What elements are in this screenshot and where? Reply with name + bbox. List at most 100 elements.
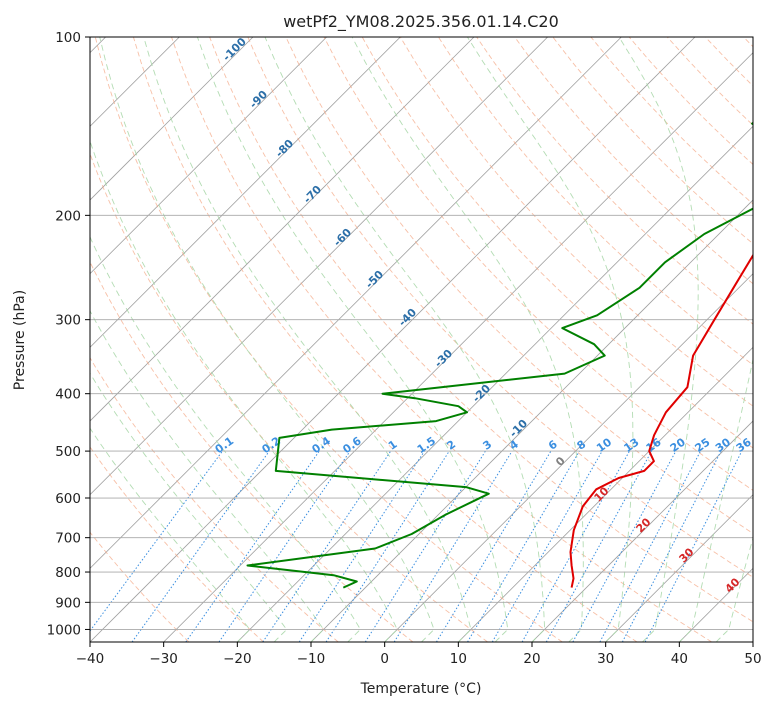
moist-adiabat-line [99,37,435,642]
moist-adiabat-label: 20 [634,515,654,535]
dry-adiabat-line [171,37,712,642]
dry-adiabat-label: -80 [273,137,296,160]
x-axis: −40 −30 −20 −10 0 10 20 30 40 50 [76,642,762,667]
dry-adiabat-label: -100 [220,35,249,64]
moist-adiabat-line [467,37,634,642]
y-tick-label: 700 [55,531,81,547]
mixing-ratio-line [621,450,722,642]
moist-adiabat-line [90,372,288,642]
y-tick-label: 200 [55,208,81,224]
dry-adiabat-line [90,261,414,642]
mixing-ratio-label: 30 [713,435,733,455]
dry-adiabat-line [438,37,753,366]
dry-adiabat-label: -90 [247,88,270,111]
x-tick-label: 50 [744,651,761,667]
dry-adiabat-label: -30 [432,347,455,370]
dry-adiabat-line [285,37,753,535]
mixing-ratio-line [131,450,270,642]
isotherm-line [531,420,753,642]
isotherm-line [605,494,753,642]
x-tick-label: −40 [76,651,105,667]
dry-adiabat-label: -20 [470,382,493,405]
y-tick-label: 900 [55,595,81,611]
mixing-ratio-line [644,450,743,642]
mixing-ratio-line [599,450,701,642]
y-tick-label: 400 [55,387,81,403]
dry-adiabat-label: -50 [363,268,386,291]
dry-adiabat-line [90,531,190,642]
mixing-ratio-line [325,450,450,642]
moist-adiabat-label: 30 [677,545,697,565]
dry-adiabat-label: -60 [331,226,354,249]
moist-adiabat-line [90,139,398,642]
isotherm-line [90,37,401,348]
isotherm-line [384,273,753,642]
temperature-profile-line [569,253,753,588]
dry-adiabat-label: -40 [396,306,419,329]
moist-adiabat-line [90,235,361,642]
dry-adiabat-line [476,37,753,325]
moist-adiabat-line [264,37,546,642]
mixing-ratio-label: 4 [507,438,521,453]
y-axis-label: Pressure (hPa) [12,290,28,390]
y-tick-label: 300 [55,313,81,329]
mixing-ratio-line [364,450,486,642]
dry-adiabat-label: -10 [507,417,530,440]
dry-adiabat-line [247,37,753,578]
mixing-ratio-label: 6 [546,438,560,453]
mixing-ratio-line [545,450,653,642]
mixing-ratio-line [298,450,425,642]
dry-adiabat-line [361,37,753,449]
dry-adiabat-line [399,37,753,407]
mixing-ratio-line [218,450,351,642]
moist-adiabat-line [618,37,699,642]
mixing-ratio-label: 2 [444,438,458,453]
mixing-ratio-label: 36 [734,435,754,455]
mixing-ratio-label: 0.4 [310,434,334,456]
dry-adiabat-line [90,446,264,642]
mixing-ratio-line [521,450,630,642]
moist-adiabat-label: 0 [553,454,568,469]
mixing-ratio-label: 3 [481,438,495,453]
dry-adiabat-line [90,356,339,642]
mixing-ratio-label: 0.6 [340,434,364,456]
x-tick-label: −10 [297,651,326,667]
mixing-ratio-label: 20 [668,435,688,455]
y-tick-label: 500 [55,444,81,460]
x-axis-label: Temperature (°C) [360,681,482,697]
moist-adiabat-line [90,309,325,642]
dry-adiabat-line [209,37,753,623]
y-tick-label: 600 [55,491,81,507]
pressure-gridlines [90,37,753,630]
isotherm-line [163,52,753,642]
moist-adiabat-label: 40 [723,575,743,595]
x-tick-label: −30 [149,651,178,667]
moist-adiabat-line [90,427,251,642]
isotherm-line [458,346,753,642]
y-axis: 100 200 300 400 500 600 700 800 900 1000 [47,30,90,638]
x-tick-label: 20 [523,651,540,667]
dry-adiabat-line [132,37,638,642]
moist-adiabat-line [678,357,753,642]
background-lines [90,37,753,642]
dry-adiabat-line [90,152,488,642]
mixing-ratio-label: 0.1 [213,434,236,456]
mixing-ratio-line [185,450,320,642]
isotherm-line [90,37,475,422]
x-tick-label: 0 [380,651,389,667]
moist-adiabat-line [715,536,753,642]
dewpoint-profile-line [246,121,753,589]
isotherm-line [90,37,327,275]
x-tick-label: 30 [597,651,614,667]
mixing-ratio-line [572,450,677,642]
dry-adiabat-label: -70 [301,183,324,206]
mixing-ratio-line [90,450,223,632]
isotherm-line [90,37,696,642]
isotherm-line [90,37,548,496]
y-tick-label: 800 [55,565,81,581]
dry-adiabat-line [514,37,753,285]
x-tick-label: 10 [450,651,467,667]
mixing-ratio-label: 25 [693,436,713,455]
dry-adiabat-line [94,37,563,642]
dry-adiabat-line [704,37,753,87]
